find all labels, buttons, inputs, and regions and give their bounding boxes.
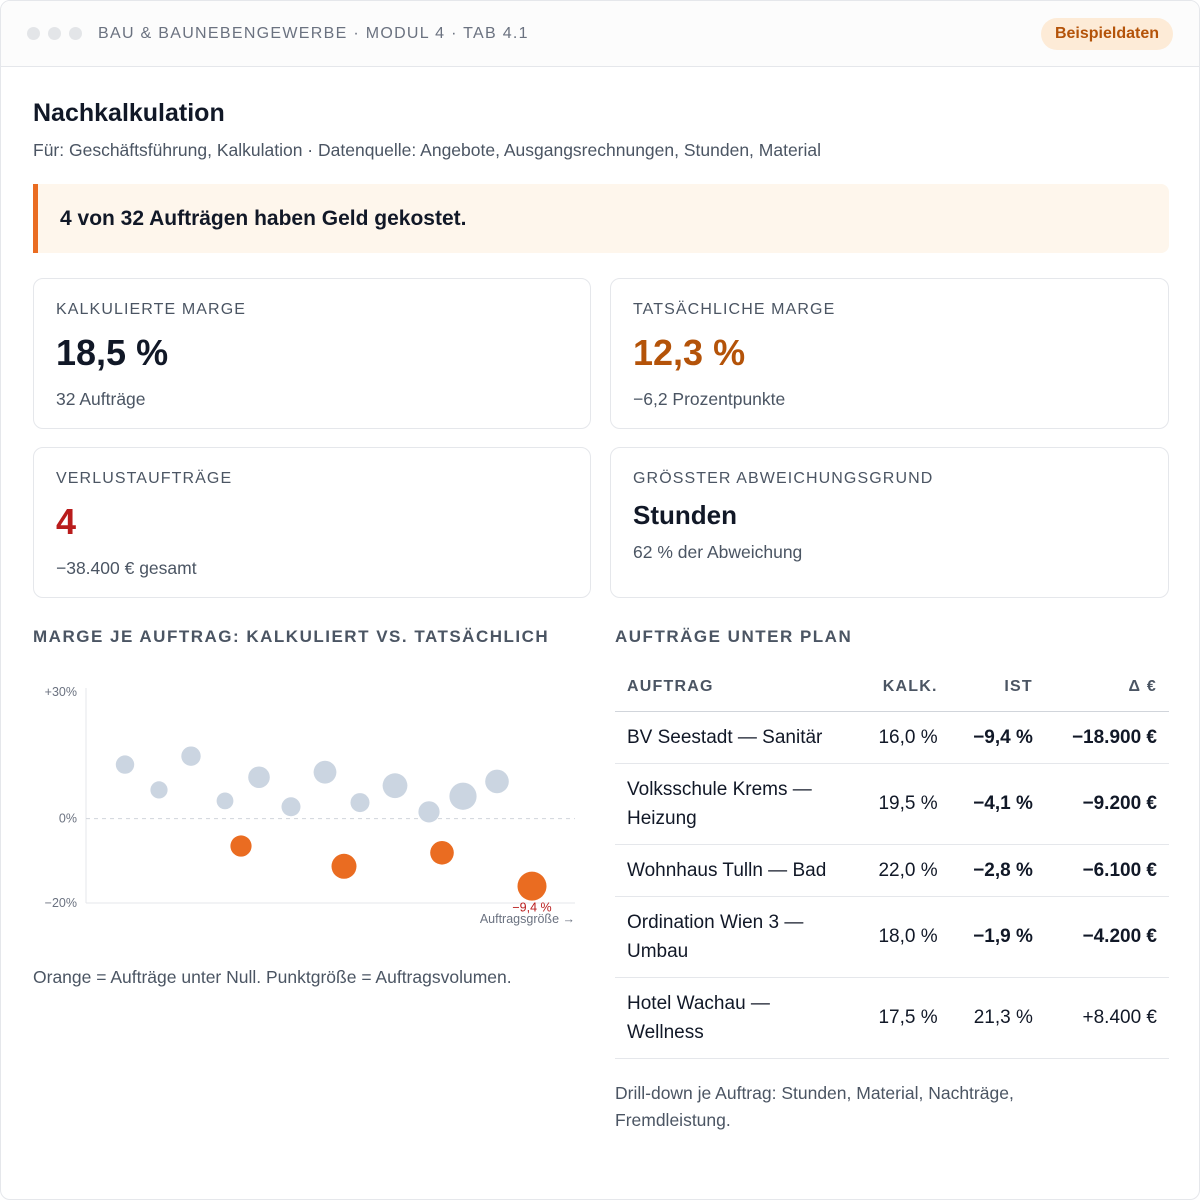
kpi-value: Stunden	[633, 500, 737, 530]
breadcrumb: BAU & BAUNEBENGEWERBE · MODUL 4 · TAB 4.…	[98, 24, 529, 42]
calculated-margin: 19,5 %	[855, 763, 950, 845]
margin-scatter-chart: +30% 0% −20% Auftragsgröße →−9,4 %	[45, 685, 575, 926]
order-point	[216, 792, 234, 810]
kpi-value: 12,3 %	[633, 332, 746, 373]
chart-section-title: MARGE JE AUFTRAG: KALKULIERT VS. TATSÄCH…	[33, 627, 550, 646]
orders-below-plan-table: AUFTRAG KALK. IST Δ € BV Seestadt — Sani…	[615, 663, 1169, 1059]
kpi-label: KALKULIERTE MARGE	[56, 301, 247, 318]
column-header-order[interactable]: AUFTRAG	[615, 663, 855, 712]
kpi-card-calculated-margin: KALKULIERTE MARGE 18,5 % 32 Aufträge	[33, 278, 591, 429]
loss-order-point	[430, 840, 454, 865]
window-controls	[27, 27, 82, 40]
y-tick-label: −20%	[45, 896, 77, 910]
table-row[interactable]: Ordination Wien 3 — Umbau 18,0 % −1,9 % …	[615, 896, 1169, 978]
chart-caption: Orange = Aufträge unter Null. Punktgröße…	[33, 967, 512, 987]
actual-margin: −2,8 %	[949, 844, 1045, 897]
loss-order-point	[331, 853, 357, 879]
title-bar: BAU & BAUNEBENGEWERBE · MODUL 4 · TAB 4.…	[1, 1, 1199, 67]
column-header-delta[interactable]: Δ €	[1044, 663, 1169, 712]
order-point	[181, 746, 201, 766]
order-point	[281, 797, 301, 817]
order-point	[150, 781, 168, 799]
kpi-label: TATSÄCHLICHE MARGE	[633, 301, 836, 318]
y-tick-label: 0%	[59, 812, 77, 826]
kpi-label: VERLUSTAUFTRÄGE	[56, 470, 233, 487]
kpi-label: GRÖSSTER ABWEICHUNGSGRUND	[633, 470, 934, 487]
loss-order-point	[517, 871, 547, 901]
kpi-card-main-deviation-reason: GRÖSSTER ABWEICHUNGSGRUND Stunden 62 % d…	[610, 447, 1169, 598]
order-point	[382, 773, 408, 799]
maximize-window-button[interactable]	[69, 27, 82, 40]
table-row[interactable]: Volksschule Krems — Heizung 19,5 % −4,1 …	[615, 763, 1169, 845]
order-point	[115, 755, 135, 774]
order-name: BV Seestadt — Sanitär	[615, 711, 855, 764]
calculated-margin: 16,0 %	[855, 711, 950, 764]
table-row[interactable]: BV Seestadt — Sanitär 16,0 % −9,4 % −18.…	[615, 711, 1169, 764]
kpi-card-actual-margin: TATSÄCHLICHE MARGE 12,3 % −6,2 Prozentpu…	[610, 278, 1169, 429]
page-subtitle: Für: Geschäftsführung, Kalkulation · Dat…	[33, 140, 822, 160]
kpi-value: 4	[56, 501, 77, 542]
kpi-subtext: −6,2 Prozentpunkte	[633, 389, 786, 409]
order-name: Hotel Wachau — Wellness	[615, 977, 855, 1059]
actual-margin: −4,1 %	[949, 763, 1045, 845]
calculated-margin: 22,0 %	[855, 844, 950, 897]
table-row[interactable]: Hotel Wachau — Wellness 17,5 % 21,3 % +8…	[615, 977, 1169, 1059]
order-point	[449, 782, 477, 810]
table-caption: Drill-down je Auftrag: Stunden, Material…	[615, 1083, 1014, 1130]
delta-amount: −4.200 €	[1044, 896, 1169, 978]
delta-amount: −6.100 €	[1044, 844, 1169, 897]
order-name: Wohnhaus Tulln — Bad	[615, 844, 855, 897]
kpi-value: 18,5 %	[56, 332, 169, 373]
delta-amount: +8.400 €	[1044, 977, 1169, 1059]
x-axis-label: Auftragsgröße →	[480, 912, 575, 926]
point-annotation: −9,4 %	[512, 901, 551, 915]
order-point	[313, 760, 337, 784]
delta-amount: −9.200 €	[1044, 763, 1169, 845]
table-header-row: AUFTRAG KALK. IST Δ €	[615, 663, 1169, 712]
page-title: Nachkalkulation	[33, 99, 225, 127]
kpi-subtext: 62 % der Abweichung	[633, 542, 803, 562]
alert-text: 4 von 32 Aufträgen haben Geld gekostet.	[60, 206, 467, 230]
actual-margin: −9,4 %	[949, 711, 1045, 764]
order-name: Ordination Wien 3 — Umbau	[615, 896, 855, 978]
table-row[interactable]: Wohnhaus Tulln — Bad 22,0 % −2,8 % −6.10…	[615, 844, 1169, 897]
kpi-subtext: −38.400 € gesamt	[56, 558, 197, 578]
order-name: Volksschule Krems — Heizung	[615, 763, 855, 845]
order-point	[485, 769, 509, 794]
kpi-card-loss-orders: VERLUSTAUFTRÄGE 4 −38.400 € gesamt	[33, 447, 591, 598]
calculated-margin: 17,5 %	[855, 977, 950, 1059]
order-point	[350, 793, 370, 813]
delta-amount: −18.900 €	[1044, 711, 1169, 764]
column-header-actual[interactable]: IST	[949, 663, 1045, 712]
order-point	[248, 766, 270, 789]
calculated-margin: 18,0 %	[855, 896, 950, 978]
sample-data-badge: Beispieldaten	[1040, 18, 1173, 50]
kpi-subtext: 32 Aufträge	[56, 389, 146, 409]
loss-order-point	[230, 835, 252, 857]
column-header-calculated[interactable]: KALK.	[855, 663, 950, 712]
alert-banner: 4 von 32 Aufträgen haben Geld gekostet.	[33, 184, 1169, 253]
order-point	[418, 801, 440, 823]
actual-margin: 21,3 %	[949, 977, 1045, 1059]
y-tick-label: +30%	[45, 685, 77, 699]
close-window-button[interactable]	[27, 27, 40, 40]
table-section-title: AUFTRÄGE UNTER PLAN	[615, 627, 853, 646]
minimize-window-button[interactable]	[48, 27, 61, 40]
actual-margin: −1,9 %	[949, 896, 1045, 978]
